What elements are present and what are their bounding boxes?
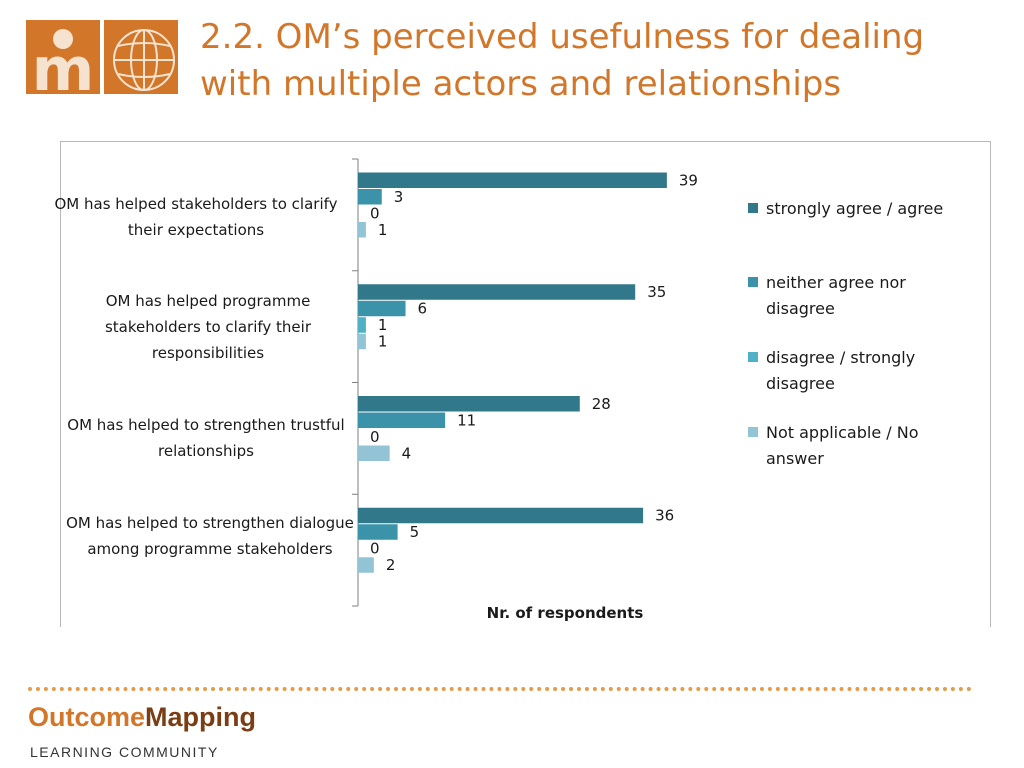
data-label-3-3: 0 — [370, 428, 380, 446]
legend-item-strongly-agree: strongly agree / agree — [748, 196, 958, 270]
legend-label-3: disagree / strongly disagree — [766, 348, 916, 393]
data-label-3-1: 28 — [592, 395, 611, 413]
footer-divider — [28, 687, 972, 691]
bar-1-1 — [358, 172, 667, 188]
data-label-2-4: 1 — [378, 333, 388, 351]
bar-1-2 — [358, 189, 382, 205]
data-label-2-3: 1 — [378, 316, 388, 334]
bar-3-1 — [358, 396, 580, 412]
legend-item-not-applicable: Not applicable / No answer — [748, 420, 958, 472]
data-label-4-3: 0 — [370, 540, 380, 558]
bar-3-4 — [358, 445, 390, 461]
legend-label-1: strongly agree / agree — [766, 199, 944, 218]
category-label-4: OM has helped to strengthen dialogue amo… — [66, 514, 354, 558]
logo-om-dot — [53, 29, 73, 49]
legend-label-2: neither agree nor disagree — [766, 273, 906, 318]
logo-om-letter: m — [32, 35, 95, 94]
legend-label-4: Not applicable / No answer — [766, 423, 919, 468]
data-label-1-1: 39 — [679, 171, 698, 189]
footer-brand: OutcomeMapping — [28, 702, 256, 733]
data-label-1-4: 1 — [378, 221, 388, 239]
legend-swatch-1 — [748, 203, 758, 213]
bar-2-2 — [358, 300, 406, 317]
globe-lines — [113, 29, 175, 91]
data-label-1-2: 3 — [394, 188, 404, 206]
chart-frame: 39 3 0 1 35 6 1 1 28 11 0 4 36 5 0 2 Nr. of respondents … — [54, 141, 991, 627]
bar-2-1 — [358, 284, 636, 300]
legend-item-disagree: disagree / strongly disagree — [748, 345, 958, 420]
category-label-3: OM has helped to strengthen trustful rel… — [67, 416, 345, 460]
footer-brand-mapping: Mapping — [145, 702, 257, 732]
globe-icon — [104, 20, 178, 94]
data-label-3-2: 11 — [457, 411, 476, 429]
legend-item-neither: neither agree nor disagree — [748, 270, 958, 345]
bar-2-4 — [358, 333, 366, 350]
footer-brand-outcome: Outcome — [28, 702, 146, 732]
legend-swatch-4 — [748, 427, 758, 437]
data-label-2-2: 6 — [418, 300, 428, 318]
data-label-4-1: 36 — [655, 507, 674, 525]
category-label-1: OM has helped stakeholders to clarify th… — [54, 195, 338, 239]
data-label-4-2: 5 — [410, 523, 420, 541]
slide-title: 2.2. OM’s perceived usefulness for deali… — [200, 17, 925, 104]
footer-subtitle: LEARNING COMMUNITY — [30, 744, 219, 760]
bar-2-3 — [358, 317, 366, 333]
data-label-3-4: 4 — [402, 444, 412, 462]
legend-swatch-3 — [748, 352, 758, 362]
chart-legend: strongly agree / agree neither agree nor… — [748, 196, 958, 472]
bar-4-1 — [358, 507, 644, 524]
data-label-2-1: 35 — [647, 283, 666, 301]
legend-swatch-2 — [748, 277, 758, 287]
bar-1-4 — [358, 222, 366, 238]
bar-4-4 — [358, 557, 374, 573]
x-axis-title: Nr. of respondents — [487, 604, 644, 622]
bar-4-2 — [358, 524, 398, 540]
data-label-4-4: 2 — [386, 556, 396, 574]
outcome-mapping-logo: m — [26, 20, 100, 94]
category-label-2: OM has helped programme stakeholders to … — [104, 292, 311, 362]
bar-3-2 — [358, 412, 446, 428]
data-label-1-3: 0 — [370, 204, 380, 222]
